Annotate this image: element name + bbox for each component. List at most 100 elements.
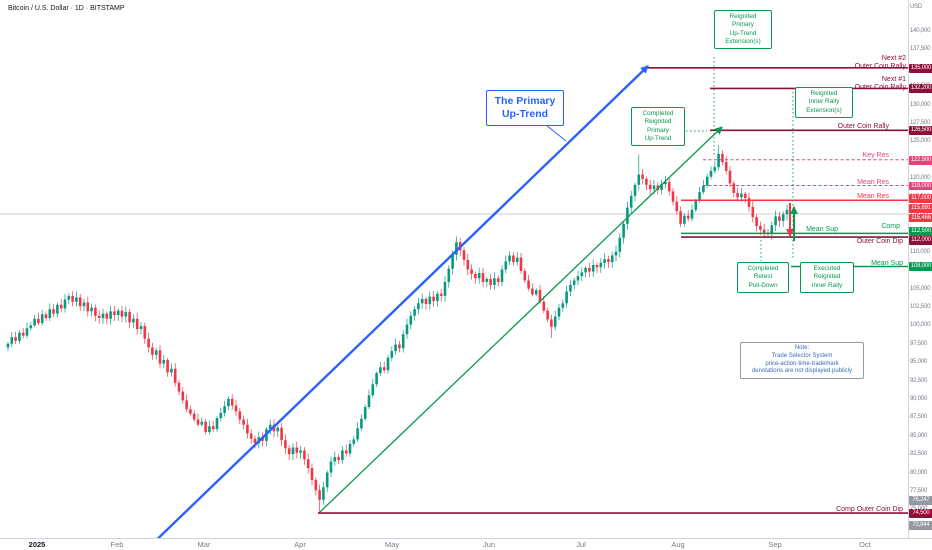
note-box[interactable]: Note: Trade Selector System price-action… <box>740 342 864 380</box>
candle <box>253 438 257 444</box>
candle <box>200 421 204 425</box>
candle <box>622 223 625 238</box>
candle <box>101 313 105 319</box>
candle <box>732 183 736 193</box>
candle <box>424 298 428 305</box>
candle <box>675 201 679 212</box>
candle <box>489 278 492 285</box>
candle <box>580 272 584 277</box>
candle <box>591 265 595 272</box>
candle <box>671 191 675 202</box>
candle <box>679 211 682 224</box>
candle <box>215 418 219 430</box>
callout-reignited-primary-uptrend-extensions[interactable]: Reignited Primary Up-Trend Extension(s) <box>714 10 772 50</box>
candle <box>128 312 131 323</box>
primary-uptrend-label[interactable]: The Primary Up-Trend <box>486 90 564 127</box>
candle <box>196 419 200 425</box>
candle <box>736 192 739 198</box>
price-tick-label: 85,000 <box>910 432 928 439</box>
candle <box>614 251 618 256</box>
execution-arrows[interactable] <box>786 203 798 241</box>
candle <box>641 174 644 179</box>
candle <box>664 181 667 185</box>
candle <box>728 170 732 184</box>
price-tick-label: 137,500 <box>910 46 931 53</box>
candle <box>436 293 439 302</box>
candle <box>295 447 299 453</box>
candle <box>341 450 344 461</box>
candle <box>56 304 59 314</box>
price-tick-label: 80,000 <box>910 469 928 476</box>
time-axis[interactable]: 2025 Feb Mar Apr May Jun Jul Aug Sep Oct <box>0 538 932 550</box>
candle <box>413 309 416 316</box>
candle <box>398 344 401 349</box>
candle <box>18 332 21 341</box>
candle <box>447 268 451 282</box>
candle <box>223 406 226 413</box>
candle <box>348 443 352 454</box>
price-tick-label: 102,500 <box>910 303 931 310</box>
callout-completed-reignited-primary-uptrend[interactable]: Completed Reignited Primary Up-Trend <box>631 107 685 147</box>
candle <box>344 450 348 454</box>
candle <box>63 299 67 309</box>
candle <box>405 324 409 335</box>
candle <box>337 457 340 461</box>
price-tick-label: 120,000 <box>910 175 931 182</box>
candle <box>743 193 747 199</box>
candle <box>352 439 356 444</box>
candle <box>246 424 249 434</box>
candle <box>466 259 470 270</box>
candle <box>515 257 519 263</box>
candle <box>493 278 496 285</box>
inner-rally-trend <box>319 126 723 513</box>
price-tick-label: 97,500 <box>910 340 928 347</box>
candle <box>588 267 591 272</box>
candle <box>329 461 333 473</box>
callout-completed-retest-pulldown[interactable]: Completed Retest Pull-Down <box>737 262 789 293</box>
candle <box>762 229 766 233</box>
candle <box>694 200 698 210</box>
level-lines[interactable] <box>318 66 908 514</box>
callout-reignited-inner-rally-extensions[interactable]: Reignited Inner Rally Extension(s) <box>795 87 853 118</box>
price-axis[interactable]: USD 140,000137,500135,000132,500130,0001… <box>908 0 932 538</box>
price-tick-label: 105,000 <box>910 285 931 292</box>
candle <box>97 315 101 319</box>
candle <box>648 184 652 190</box>
candle <box>116 310 120 316</box>
time-axis-label: Jul <box>576 540 586 549</box>
candle <box>496 278 500 282</box>
candle <box>652 185 656 190</box>
price-level-badge: 126,500 <box>909 126 932 136</box>
callout-executed-reignited-inner-rally[interactable]: Executed Reignited Inner Rally <box>800 262 854 293</box>
candle <box>375 373 378 385</box>
candle <box>572 280 576 285</box>
time-axis-label: Jun <box>482 540 496 549</box>
candle <box>249 433 253 439</box>
price-tick-label: 82,500 <box>910 451 928 458</box>
candle <box>785 209 789 215</box>
candle <box>629 195 633 208</box>
candle <box>219 412 223 419</box>
candle <box>546 310 549 320</box>
candle <box>306 459 310 469</box>
candle <box>299 450 302 453</box>
symbol-title[interactable]: Bitcoin / U.S. Dollar · 1D · BITSTAMP <box>8 5 125 12</box>
time-axis-label: Sep <box>768 540 782 549</box>
axis-currency-label: USD <box>910 4 923 10</box>
price-level-badge: 117,000 <box>909 194 932 204</box>
candle <box>534 290 538 295</box>
candle <box>120 310 124 317</box>
candle <box>287 448 291 455</box>
candle <box>417 303 420 310</box>
candle <box>10 337 14 344</box>
candle <box>774 216 777 226</box>
candle <box>770 225 774 235</box>
candle <box>276 427 280 432</box>
candle <box>208 426 211 433</box>
candle <box>504 261 508 270</box>
trend-lines[interactable] <box>144 65 723 550</box>
price-tick-label: 100,000 <box>910 322 931 329</box>
price-tick-label: 92,500 <box>910 377 928 384</box>
time-axis-label: May <box>384 540 400 549</box>
